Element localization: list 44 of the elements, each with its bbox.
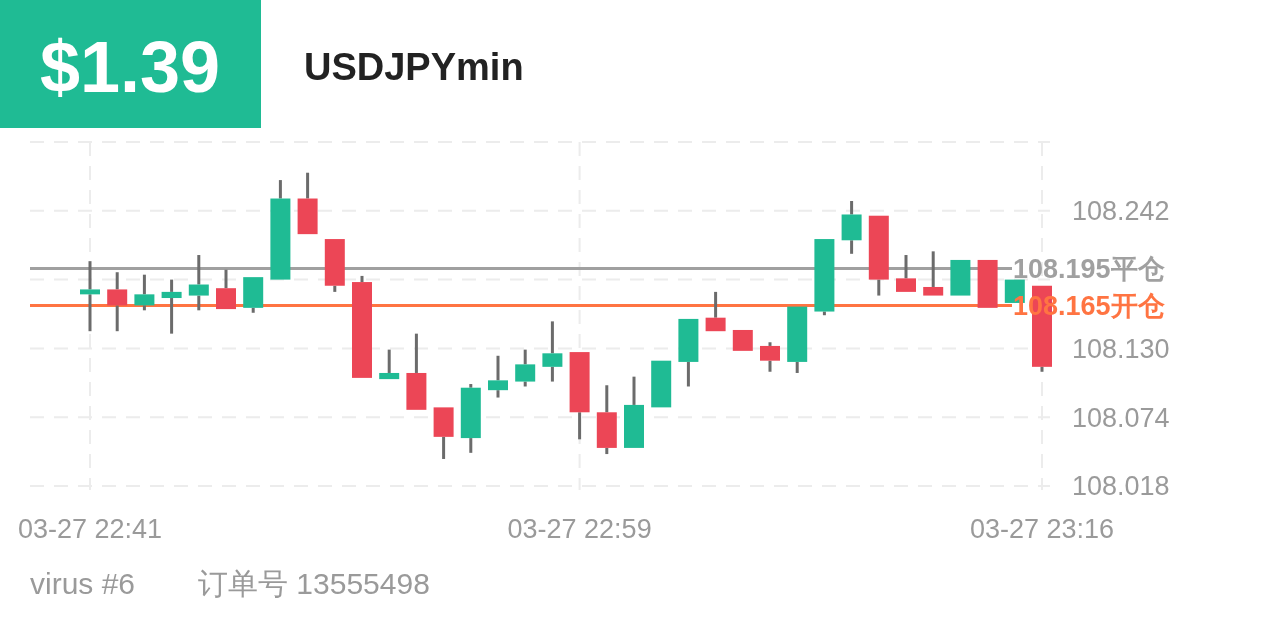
x-tick-label: 03-27 22:41 (17, 514, 163, 544)
x-tick-label: 03-27 22:59 (507, 514, 652, 544)
candlestick (596, 385, 617, 456)
candlestick (488, 354, 508, 398)
candlestick (379, 349, 400, 380)
candlestick (433, 407, 454, 459)
text: 订单号 13555498 (198, 567, 430, 600)
candlestick (352, 274, 372, 378)
candlestick (732, 329, 753, 351)
candlestick (705, 290, 726, 332)
candlestick (406, 333, 427, 410)
candlestick (542, 321, 563, 382)
candlestick (460, 384, 481, 453)
candlestick (569, 352, 590, 440)
candlestick (107, 272, 128, 333)
y-tick-label: 108.018 (1072, 471, 1170, 502)
candlestick (923, 251, 944, 296)
candlestick (216, 268, 236, 310)
text: virus #6 (30, 567, 136, 600)
y-tick-label: 108.074 (1072, 402, 1170, 433)
candlestick (243, 277, 264, 313)
candlestick (950, 259, 971, 296)
candlestick (270, 180, 291, 280)
candlestick (760, 342, 780, 372)
ref-line-label: 108.195平仓 (1013, 253, 1165, 284)
candlestick (896, 255, 916, 292)
candlestick (80, 261, 100, 333)
candlestick (868, 215, 889, 296)
price-badge: $1.39 (0, 0, 261, 128)
x-tick-label: 03-27 23:16 (969, 514, 1115, 544)
candlestick (678, 318, 699, 387)
y-tick-label: 108.130 (1072, 333, 1170, 364)
candlestick (651, 360, 672, 408)
candlestick (134, 274, 155, 311)
candlestick (297, 172, 318, 235)
candlestick (977, 259, 998, 308)
candlestick (324, 239, 345, 292)
candlestick (841, 200, 862, 254)
candlestick (787, 306, 808, 373)
candlestick (188, 255, 209, 311)
chart-title: USDJPYmin (304, 46, 524, 88)
candlestick (161, 279, 182, 334)
y-tick-label: 108.242 (1072, 196, 1170, 227)
candlestick (624, 376, 644, 448)
